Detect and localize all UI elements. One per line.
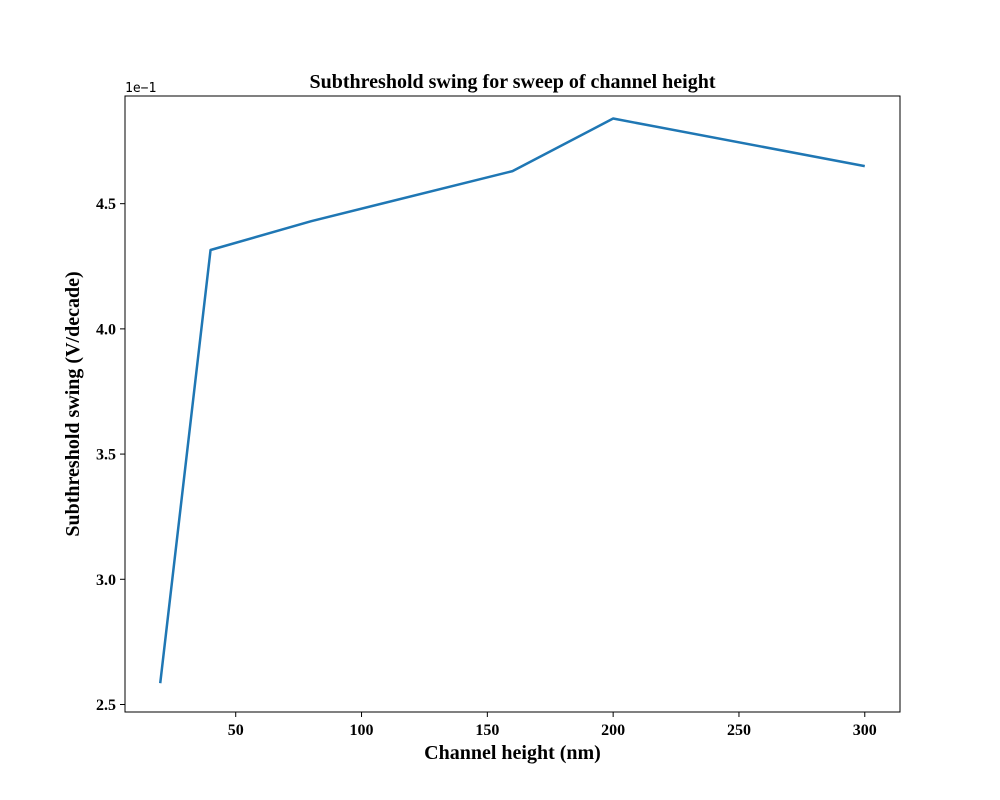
y-tick-label: 2.5: [96, 697, 116, 714]
x-tick-label: 250: [727, 722, 751, 739]
series-layer: [158, 117, 866, 684]
chart-title: Subthreshold swing for sweep of channel …: [310, 71, 716, 93]
y-tick-label: 3.0: [96, 572, 116, 589]
y-tick-label: 4.5: [96, 196, 116, 213]
series-line-0: [158, 117, 866, 684]
x-tick-label: 100: [350, 722, 374, 739]
y-axis-ticks: 2.5 3.0 3.5 4.0 4.5: [96, 196, 125, 714]
x-axis-title: Channel height (nm): [424, 742, 601, 764]
x-tick-label: 300: [853, 722, 877, 739]
plot-frame: [124, 95, 901, 713]
plot-area: 50 100 150 200 250 300 2.5 3.0 3.5 4.0 4.5: [96, 95, 901, 739]
x-axis-ticks: 50 100 150 200 250 300: [228, 712, 877, 739]
y-axis-offset-label: 1e−1: [125, 81, 156, 96]
x-tick-label: 50: [228, 722, 244, 739]
y-tick-label: 4.0: [96, 321, 116, 338]
x-tick-label: 150: [475, 722, 499, 739]
y-tick-label: 3.5: [96, 447, 116, 464]
y-axis-title: Subthreshold swing (V/decade): [62, 271, 84, 536]
x-tick-label: 200: [601, 722, 625, 739]
